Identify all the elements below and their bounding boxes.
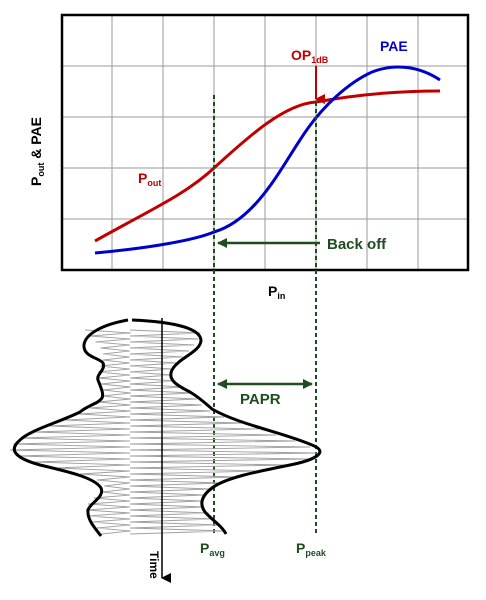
op1db-label: OP1dB [291,47,329,65]
time-label: Time [147,551,161,579]
envelope-right [131,318,322,535]
carrier-waveform [9,329,131,535]
ppeak-label: Ppeak [296,540,327,558]
y-axis-label: Pout & PAE [28,117,46,186]
graph-frame [60,13,470,272]
pae-curve [94,65,441,255]
papr-label: PAPR [240,391,281,408]
signal-envelope-diagram: Time PAPR Pavg Ppeak [9,318,327,583]
pavg-label: Pavg [200,540,225,558]
envelope-left [12,318,129,537]
backoff-label: Back off [327,236,387,253]
graph-grid [62,15,468,270]
pout-curve [94,89,441,243]
pout-pae-graph: OP1dB PAE Pout Back off Pout & PAE Pin [28,13,470,301]
x-axis-label: Pin [268,283,285,301]
pout-label: Pout [138,170,161,188]
carrier-waveform-right [129,329,317,535]
pae-label: PAE [380,38,408,54]
